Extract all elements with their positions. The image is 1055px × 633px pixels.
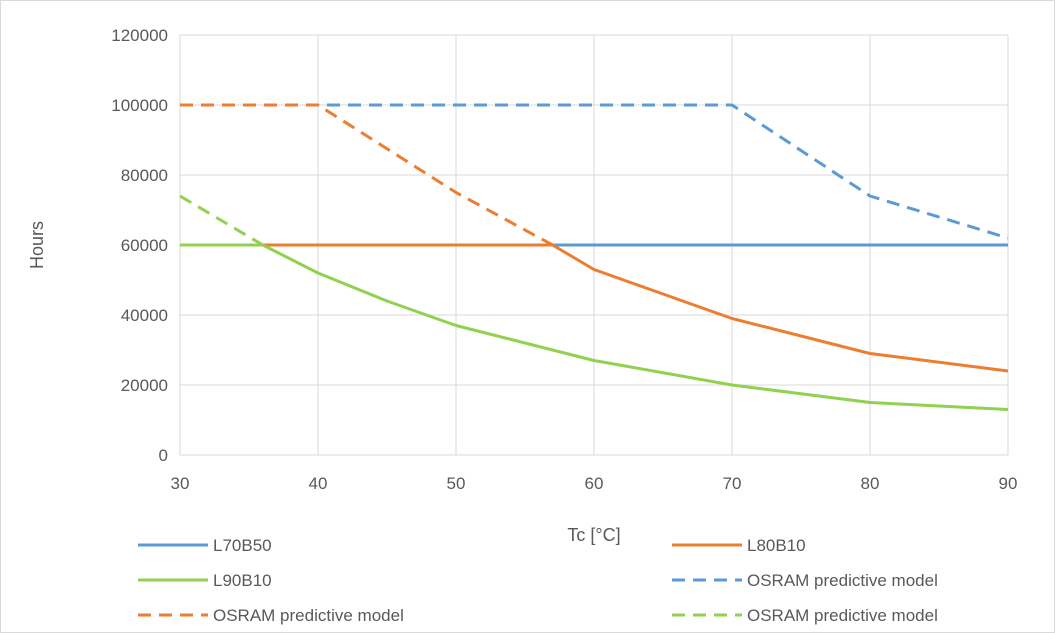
y-axis-title: Hours: [27, 221, 47, 269]
legend-item: L80B10: [672, 536, 806, 555]
legend-label: L70B50: [213, 536, 272, 555]
legend-label: L80B10: [747, 536, 806, 555]
y-tick-label: 0: [159, 446, 168, 465]
y-tick-label: 80000: [121, 166, 168, 185]
legend-item: L90B10: [138, 571, 272, 590]
legend-item: OSRAM predictive model: [672, 571, 938, 590]
x-tick-label: 40: [309, 474, 328, 493]
tick-labels: 0 20000 40000 60000 80000 100000 120000 30 40 50 6…: [111, 26, 1017, 493]
series-line-5: [179, 194, 264, 247]
legend-label: OSRAM predictive model: [747, 571, 938, 590]
legend-item: OSRAM predictive model: [138, 606, 404, 625]
x-tick-label: 30: [171, 474, 190, 493]
x-tick-label: 80: [861, 474, 880, 493]
x-tick-label: 60: [585, 474, 604, 493]
legend-item: OSRAM predictive model: [672, 606, 938, 625]
legend-label: L90B10: [213, 571, 272, 590]
x-tick-label: 90: [999, 474, 1018, 493]
y-tick-label: 120000: [111, 26, 168, 45]
y-tick-label: 20000: [121, 376, 168, 395]
x-axis-title: Tc [°C]: [567, 525, 620, 545]
legend-label: OSRAM predictive model: [213, 606, 404, 625]
series-line-4: [180, 103, 554, 247]
x-tick-label: 70: [723, 474, 742, 493]
legend-label: OSRAM predictive model: [747, 606, 938, 625]
legend-item: L70B50: [138, 536, 272, 555]
y-tick-label: 100000: [111, 96, 168, 115]
y-tick-label: 60000: [121, 236, 168, 255]
x-tick-label: 50: [447, 474, 466, 493]
legend: L70B50 L80B10 L90B10 OSRAM predictive model…: [138, 536, 938, 625]
y-tick-label: 40000: [121, 306, 168, 325]
series-line-1: [180, 243, 1009, 373]
series-layer: [179, 103, 1009, 411]
series-line-2: [180, 243, 1009, 411]
